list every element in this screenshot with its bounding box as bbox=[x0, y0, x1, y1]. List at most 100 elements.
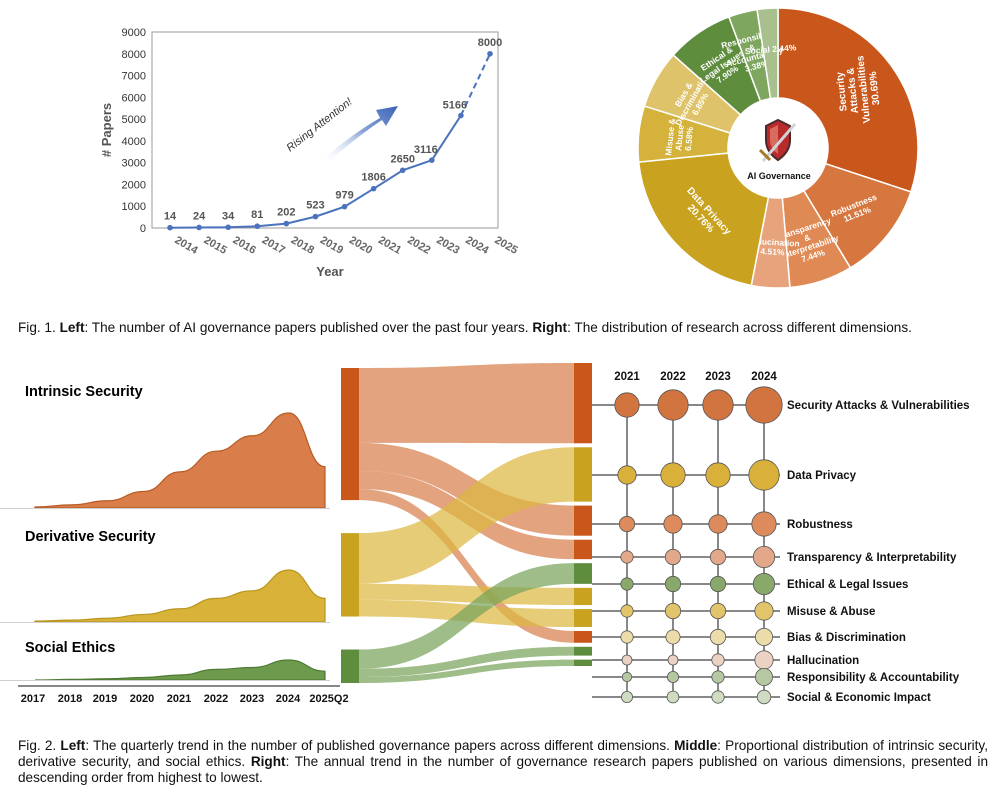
donut-chart: SecurityAttacks &Vulnerabilities30.69%Ro… bbox=[637, 7, 919, 289]
ridge-area bbox=[34, 659, 326, 681]
rising-arrow-icon bbox=[322, 106, 398, 164]
caption1-left-text: : The number of AI governance papers pub… bbox=[84, 320, 529, 335]
sankey-target-node bbox=[574, 646, 592, 656]
data-point bbox=[225, 224, 231, 231]
x-tick-label: 2015 bbox=[202, 234, 229, 257]
y-tick-label: 8000 bbox=[122, 49, 146, 61]
dimension-label: Bias & Discrimination bbox=[787, 632, 906, 644]
x-tick-label: 2023 bbox=[434, 234, 461, 257]
x-tick-label: 2025 bbox=[493, 234, 520, 257]
y-tick-label: 4000 bbox=[122, 136, 146, 148]
year-header: 2021 bbox=[614, 371, 640, 383]
data-label: 3116 bbox=[414, 144, 438, 156]
bubble bbox=[709, 548, 727, 566]
slice-label-line: 4.51% bbox=[760, 246, 785, 257]
bubble bbox=[755, 668, 774, 687]
caption2-left-bold: Left bbox=[60, 738, 86, 753]
y-tick-label: 7000 bbox=[122, 71, 146, 83]
bubble bbox=[620, 630, 634, 644]
dimension-label: Data Privacy bbox=[787, 470, 857, 482]
caption1-left-bold: Left bbox=[59, 320, 85, 335]
bubble bbox=[754, 650, 774, 670]
x-tick-label: 2020 bbox=[347, 234, 374, 257]
figure-2-caption: Fig. 2. Left: The quarterly trend in the… bbox=[18, 738, 988, 786]
sankey-target-node bbox=[574, 505, 592, 536]
slice-label-line: Attacks & bbox=[845, 67, 861, 114]
bubble bbox=[751, 511, 777, 537]
year-header: 2023 bbox=[705, 371, 731, 383]
x-axis-label: Year bbox=[316, 264, 343, 279]
ridge-x-tick: 2017 bbox=[21, 693, 45, 705]
data-point bbox=[429, 157, 435, 163]
data-label: 979 bbox=[335, 190, 353, 202]
slice-label-line: 6.58% bbox=[683, 126, 695, 151]
data-label: 8000 bbox=[478, 37, 502, 49]
bubble bbox=[657, 389, 689, 421]
bubble bbox=[664, 575, 682, 593]
data-label: 5166 bbox=[443, 99, 467, 111]
dimension-label: Responsibility & Accountability bbox=[787, 672, 960, 684]
x-tick-label: 2021 bbox=[376, 234, 403, 257]
sankey-target-node bbox=[574, 363, 592, 444]
ridge-x-tick: 2025Q2 bbox=[309, 693, 348, 705]
slice-label: Misuse &Abuse6.58% bbox=[663, 118, 696, 158]
bubble bbox=[709, 628, 727, 646]
ridge-x-tick: 2024 bbox=[276, 693, 301, 705]
bubble bbox=[663, 514, 683, 534]
year-header: 2022 bbox=[660, 371, 686, 383]
dimension-label: Social & Economic Impact bbox=[787, 692, 931, 704]
bubble bbox=[705, 462, 731, 488]
caption2-right-text: : The annual trend in the number of gove… bbox=[18, 754, 988, 785]
data-point bbox=[283, 220, 290, 227]
data-point bbox=[312, 213, 319, 220]
sankey-target-node bbox=[574, 659, 592, 666]
sword-guard bbox=[758, 148, 772, 162]
slice-label-line: Security bbox=[835, 71, 850, 112]
bubble bbox=[711, 670, 725, 684]
bubble bbox=[617, 465, 637, 485]
caption2-middle-bold: Middle bbox=[674, 738, 718, 753]
data-label: 14 bbox=[164, 211, 177, 223]
data-label: 523 bbox=[306, 200, 324, 212]
sankey-target-node bbox=[574, 630, 592, 643]
y-tick-label: 1000 bbox=[122, 201, 146, 213]
data-point bbox=[458, 112, 464, 119]
bubble bbox=[745, 386, 783, 424]
ridge-x-tick: 2020 bbox=[130, 693, 154, 705]
figure-1-caption: Fig. 1. Left: The number of AI governanc… bbox=[18, 320, 993, 336]
bubble bbox=[667, 671, 680, 684]
sankey-target-node bbox=[574, 539, 592, 560]
data-label: 2650 bbox=[390, 153, 414, 165]
data-label: 1806 bbox=[361, 172, 385, 184]
caption1-right-bold: Right bbox=[532, 320, 568, 335]
bubble bbox=[754, 601, 774, 621]
data-label: 202 bbox=[277, 207, 295, 219]
x-tick-label: 2022 bbox=[405, 234, 432, 257]
slice-label-line: Misuse & bbox=[663, 118, 677, 156]
bubble bbox=[620, 604, 634, 618]
x-tick-label: 2018 bbox=[289, 234, 316, 257]
slice-label-line: Abuse bbox=[673, 124, 686, 151]
ridge-label-social: Social Ethics bbox=[25, 640, 115, 656]
slice-label-line: 30.69% bbox=[868, 71, 882, 106]
sankey-link bbox=[359, 447, 574, 584]
ridge-label-derivative: Derivative Security bbox=[25, 529, 156, 545]
bubble bbox=[620, 550, 634, 564]
ridge-label-intrinsic: Intrinsic Security bbox=[25, 384, 143, 400]
sankey-link bbox=[359, 646, 574, 678]
sankey-link bbox=[359, 442, 574, 536]
bubble bbox=[748, 459, 780, 491]
ridge-x-tick: 2019 bbox=[93, 693, 117, 705]
caption1-right-text: : The distribution of research across di… bbox=[567, 320, 912, 335]
dot-matrix: 2021 2022 2023 2024 Security Attacks & Vulne… bbox=[592, 371, 970, 705]
ridge-x-tick: 2022 bbox=[204, 693, 228, 705]
data-label: 24 bbox=[193, 210, 206, 222]
caption2-prefix: Fig. 2. bbox=[18, 738, 57, 753]
bubble bbox=[666, 690, 680, 704]
bubble bbox=[621, 691, 634, 704]
year-header: 2024 bbox=[751, 371, 777, 383]
line-chart: 0 1000 2000 3000 4000 5000 6000 7000 8000 9000 201… bbox=[99, 27, 520, 279]
data-point bbox=[254, 223, 261, 230]
data-label: 34 bbox=[222, 210, 235, 222]
